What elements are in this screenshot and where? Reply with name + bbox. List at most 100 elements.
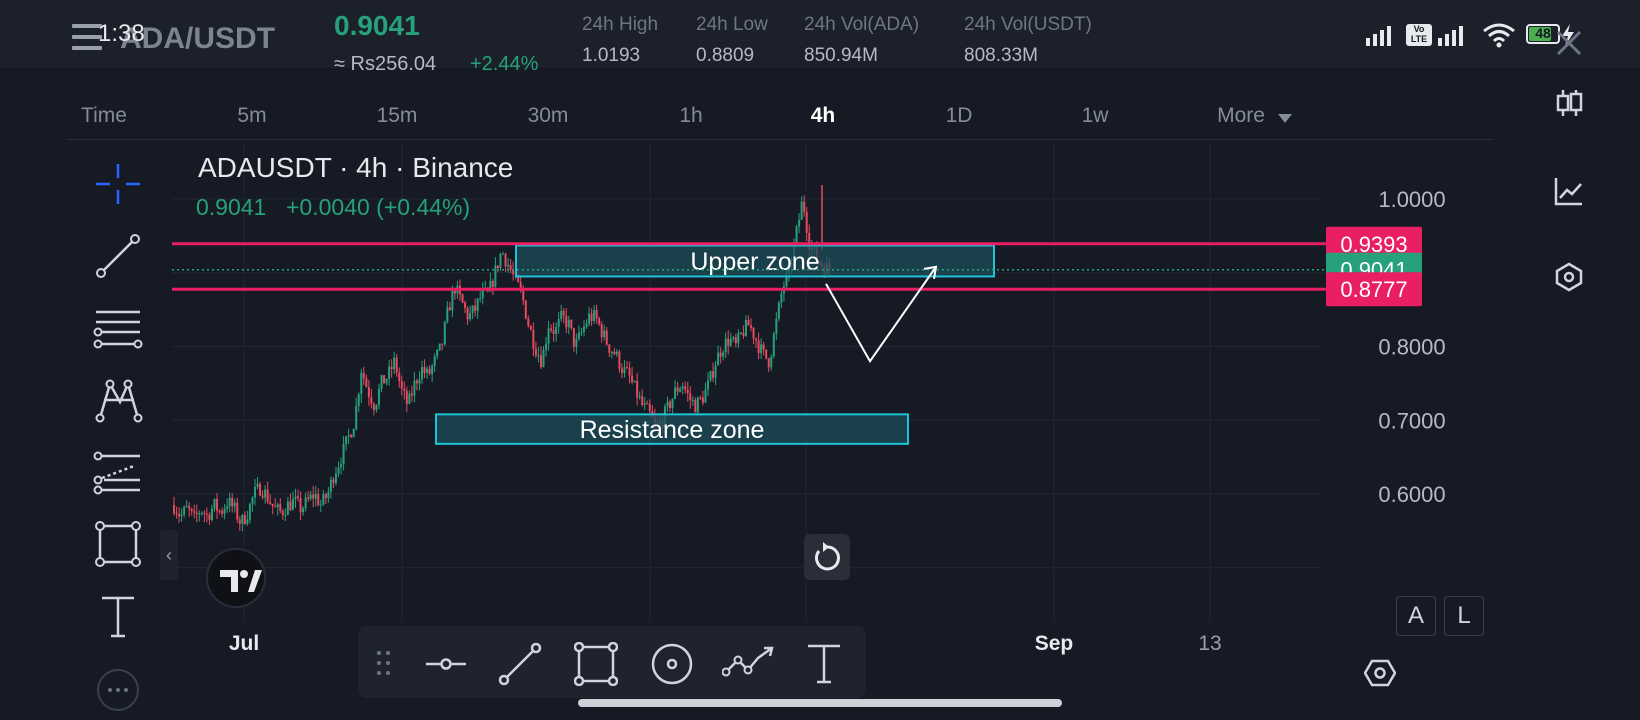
text-tool-icon[interactable]: [802, 642, 846, 686]
line-tool-icon[interactable]: [498, 642, 542, 686]
more-icon[interactable]: [90, 662, 146, 718]
candle-body: [243, 514, 246, 524]
chart-canvas[interactable]: Upper zone Resistance zone 1.0000 0.8000 0.7…: [172, 142, 1492, 662]
candles-icon[interactable]: [1554, 88, 1584, 118]
candle-body: [286, 501, 289, 515]
candle-body: [383, 375, 386, 384]
rectangle-icon[interactable]: [90, 516, 146, 572]
candle-body: [808, 232, 811, 250]
candle-body: [537, 355, 540, 357]
candle-body: [259, 483, 262, 496]
candle-body: [314, 493, 317, 499]
candle-body: [565, 315, 568, 328]
chevron-down-icon[interactable]: [1278, 114, 1292, 124]
stat-label-high: 24h High: [582, 14, 659, 35]
path-tool-icon[interactable]: [722, 642, 776, 686]
candle-body: [615, 351, 618, 355]
candle-body: [248, 503, 251, 520]
tf-1h[interactable]: 1h: [679, 104, 703, 127]
fiat-price: ≈ Rs256.04: [334, 53, 437, 75]
candle-body: [213, 498, 216, 509]
candle-body: [582, 326, 585, 332]
candle-body: [337, 467, 340, 474]
candle-body: [461, 294, 464, 303]
candle-body: [423, 367, 426, 373]
candle-body: [469, 312, 472, 320]
drag-handle-icon[interactable]: [374, 648, 394, 678]
settings-icon[interactable]: [1364, 658, 1396, 688]
battery-level: 48: [1535, 25, 1551, 41]
zone-box: [435, 413, 909, 445]
pair-title[interactable]: ADA/USDT: [120, 22, 275, 55]
reset-icon: [815, 542, 840, 571]
candle-body: [532, 329, 535, 349]
candle-body: [600, 324, 603, 338]
candle-body: [603, 330, 606, 338]
tf-1d[interactable]: 1D: [945, 104, 973, 127]
prediction-icon[interactable]: [90, 444, 146, 500]
horizontal-line-icon[interactable]: [424, 642, 468, 686]
candle-body: [342, 443, 345, 465]
candle-body: [747, 319, 750, 326]
trendline-icon[interactable]: [90, 228, 146, 284]
candle-body: [628, 368, 631, 376]
candle-body: [608, 344, 611, 353]
x-tick-label: Jul: [229, 632, 259, 655]
candle-body: [436, 349, 439, 357]
circle-tool-icon[interactable]: [650, 642, 694, 686]
menu-icon[interactable]: [72, 22, 104, 52]
candle-body: [613, 351, 616, 355]
collapse-toolbar-button[interactable]: ‹: [160, 530, 178, 580]
close-icon[interactable]: [1554, 28, 1584, 58]
layers-icon[interactable]: [1554, 262, 1584, 292]
reset-view-button[interactable]: [804, 534, 850, 580]
candle-body: [441, 343, 444, 345]
log-scale-button[interactable]: L: [1444, 596, 1484, 636]
candle-body: [388, 366, 391, 379]
candle-body: [512, 269, 515, 274]
fib-icon[interactable]: [90, 300, 146, 356]
candle-body: [380, 375, 383, 389]
tf-15m[interactable]: 15m: [376, 104, 418, 127]
candle-body: [762, 344, 765, 350]
stat-label-vol-ada: 24h Vol(ADA): [804, 14, 920, 35]
text-icon[interactable]: [90, 588, 146, 644]
candle-body: [623, 367, 626, 374]
right-toolbar: A L: [1364, 30, 1640, 688]
tf-more[interactable]: More: [1217, 104, 1265, 127]
tf-time[interactable]: Time: [81, 104, 127, 127]
candle-body: [729, 338, 732, 346]
home-indicator[interactable]: [578, 699, 1062, 707]
stat-value-high: 1.0193: [582, 45, 641, 66]
candle-body: [256, 483, 259, 487]
tf-5m[interactable]: 5m: [237, 104, 267, 127]
tf-4h[interactable]: 4h: [810, 104, 836, 127]
candle-body: [322, 494, 325, 505]
candle-body: [464, 302, 467, 308]
candle-body: [775, 318, 778, 334]
price-chart[interactable]: Upper zone Resistance zone 1.0000 0.8000 0.7…: [160, 142, 1492, 662]
candle-body: [706, 380, 709, 390]
tf-1w[interactable]: 1w: [1081, 104, 1109, 127]
candle-body: [190, 508, 193, 511]
stat-label-vol-usdt: 24h Vol(USDT): [964, 14, 1092, 35]
rectangle-tool-icon[interactable]: [574, 642, 618, 686]
candle-body: [798, 219, 801, 227]
indicators-icon[interactable]: [1554, 176, 1584, 206]
candle-body: [307, 497, 310, 500]
candle-body: [696, 397, 699, 413]
tf-30m[interactable]: 30m: [527, 104, 569, 127]
candle-body: [302, 508, 305, 513]
candle-body: [803, 201, 806, 212]
candle-body: [446, 307, 449, 323]
candle-body: [679, 388, 682, 392]
candle-body: [494, 265, 497, 287]
candle-body: [264, 489, 267, 498]
crosshair-icon[interactable]: [90, 156, 146, 212]
candle-body: [347, 435, 350, 437]
candle-body: [524, 300, 527, 319]
auto-scale-button[interactable]: A: [1396, 596, 1436, 636]
candle-body: [772, 333, 775, 357]
candle-body: [367, 387, 370, 398]
pattern-icon[interactable]: [90, 372, 146, 428]
